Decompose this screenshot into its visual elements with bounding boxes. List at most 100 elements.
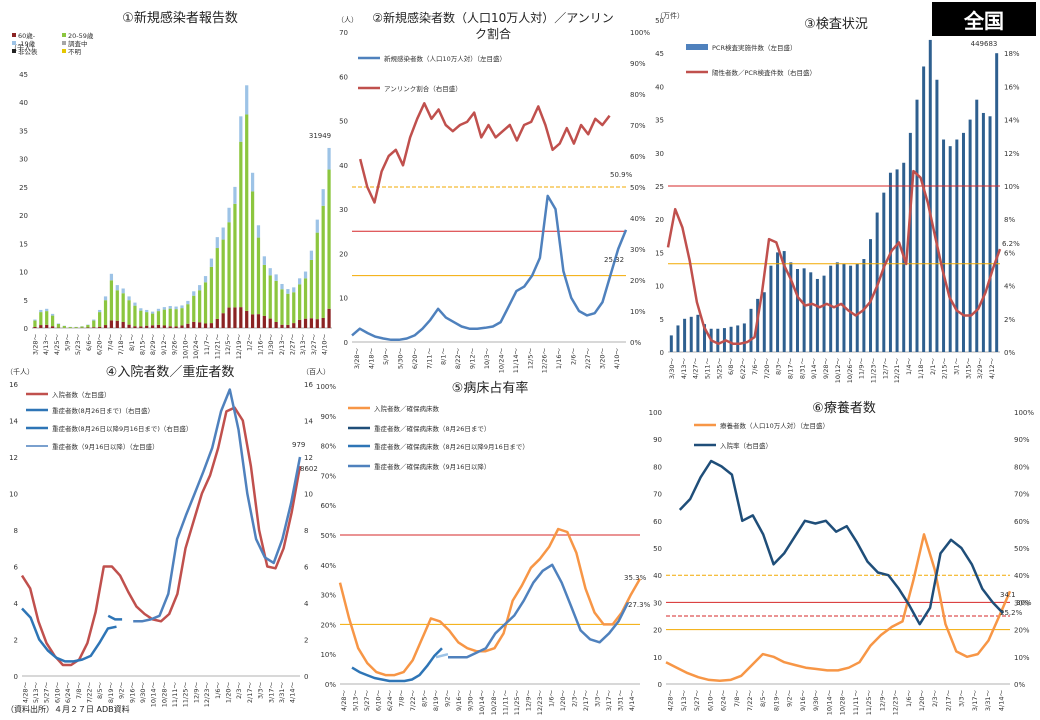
x-tick-label: 2/3～: [931, 690, 939, 707]
x-tick-label: 12/7～: [881, 358, 889, 380]
chart1-legend: 調査中: [68, 39, 88, 48]
bar-20-59: [245, 114, 249, 311]
x-tick-label: 6/24～: [720, 690, 728, 712]
bar-60plus: [250, 314, 255, 328]
y2-tick-label: 10%: [1014, 654, 1030, 662]
bar-20-59: [286, 293, 290, 325]
chart3-bar: [822, 275, 826, 352]
x-tick-label: 5/27～: [43, 682, 51, 704]
x-tick-label: 7/6～: [751, 358, 759, 375]
chart4-legend: 重症者数(8月26日まで)（右目盛）: [52, 406, 154, 415]
y2-tick-label: 40%: [1014, 572, 1030, 580]
bar-20-59: [174, 309, 178, 327]
y2-tick-label: 100%: [1014, 409, 1034, 417]
x-tick-label: 6/8～: [727, 358, 735, 375]
x-tick-label: 1/20～: [559, 690, 567, 712]
chart6-title: ⑥療養者数: [812, 400, 876, 416]
bar-60plus: [92, 327, 96, 328]
bar-60plus: [286, 324, 290, 328]
x-tick-label: 10/28～: [160, 682, 168, 708]
y2-tick-label: 50%: [630, 184, 646, 192]
x-tick-label: 12/23～: [536, 690, 544, 716]
x-tick-label: 11/21～: [214, 334, 222, 360]
y-tick-label: 70: [339, 29, 348, 37]
chart3-bar: [776, 252, 780, 352]
bar-under19: [262, 256, 266, 265]
y2-tick-label: 16: [304, 381, 313, 389]
chart3-bar: [849, 265, 853, 352]
y2-tick-label: 0: [304, 673, 308, 681]
x-tick-label: 10/26～: [846, 358, 854, 384]
chart5-series-severe2: [435, 652, 449, 659]
y-tick-label: 0: [24, 325, 28, 333]
x-tick-label: 4/27～: [692, 358, 700, 380]
y-tick-label: 40: [653, 572, 662, 580]
x-tick-label: 10/14～: [150, 682, 158, 708]
chart3-bar: [875, 212, 879, 352]
bar-under19: [286, 289, 290, 294]
bar-20-59: [256, 237, 261, 315]
bar-60plus: [168, 326, 172, 328]
bar-60plus: [33, 326, 37, 328]
bar-under19: [168, 305, 172, 309]
x-tick-label: 6/10～: [374, 690, 382, 712]
chart3-bar: [882, 192, 886, 352]
x-tick-label: 1/4～: [905, 358, 913, 375]
x-tick-label: 11/25～: [865, 690, 873, 716]
bar-20-59: [309, 259, 314, 319]
x-tick-label: 5/13～: [32, 682, 40, 704]
y-tick-label: 30: [19, 156, 28, 164]
bar-under19: [315, 219, 319, 233]
x-tick-label: 3/27～: [310, 334, 318, 356]
bar-20-59: [327, 169, 331, 309]
bar-20-59: [50, 315, 55, 327]
bar-20-59: [56, 324, 61, 328]
chart4-legend: 入院者数（左目盛）: [52, 390, 111, 399]
y-tick-label: 60: [339, 73, 348, 81]
x-tick-label: 6/20～: [96, 334, 104, 356]
chart3-annotation: 449683: [971, 40, 998, 48]
bar-20-59: [121, 293, 125, 322]
x-tick-label: 3/28～: [31, 334, 39, 356]
bar-under19: [127, 296, 131, 301]
x-tick-label: 7/4～: [106, 334, 114, 351]
x-tick-label: 7/8～: [75, 682, 83, 699]
x-tick-label: 7/11～: [425, 348, 433, 370]
chart3-bar: [995, 53, 999, 352]
y2-tick-label: 4: [304, 600, 309, 608]
bar-under19: [239, 116, 243, 142]
y-tick-label: 0: [344, 339, 348, 347]
bar-60plus: [180, 325, 184, 328]
y2-tick-label: 0%: [1014, 681, 1025, 689]
legend-swatch: [62, 49, 66, 53]
bar-under19: [45, 308, 49, 312]
x-tick-label: 3/30～: [668, 358, 676, 380]
bar-60plus: [327, 308, 331, 328]
x-tick-label: 3/17～: [267, 682, 275, 704]
bar-under19: [327, 147, 331, 170]
chart5-legend: 重症者数／確保病床数（9月16日以降）: [374, 462, 490, 471]
x-tick-label: 6/24～: [64, 682, 72, 704]
x-tick-label: 3/15～: [964, 358, 972, 380]
chart3-bar: [895, 169, 899, 352]
chart3-bar: [789, 262, 793, 352]
chart2-annotation: 50.9%: [610, 171, 633, 179]
bar-60plus: [303, 318, 308, 328]
x-tick-label: 8/19～: [432, 690, 440, 712]
y2-tick-label: 70%: [630, 122, 646, 130]
x-tick-label: 9/16～: [455, 690, 463, 712]
x-tick-label: 3/28～: [353, 348, 361, 370]
y2-tick-label: 90%: [630, 60, 646, 68]
x-tick-label: 8/3～: [775, 358, 783, 375]
x-tick-label: 1/6～: [547, 690, 555, 707]
chart3-bar: [922, 66, 926, 352]
x-tick-label: 3/3～: [257, 682, 265, 699]
chart3-legend: 陽性者数／PCR検査件数（右目盛）: [712, 68, 816, 77]
bar-under19: [150, 311, 155, 314]
chart3-bar: [955, 139, 959, 352]
chart3-bar: [782, 251, 786, 352]
bar-60plus: [274, 321, 278, 328]
x-tick-label: 8/5～: [421, 690, 429, 707]
x-tick-label: 8/1～: [128, 334, 136, 351]
